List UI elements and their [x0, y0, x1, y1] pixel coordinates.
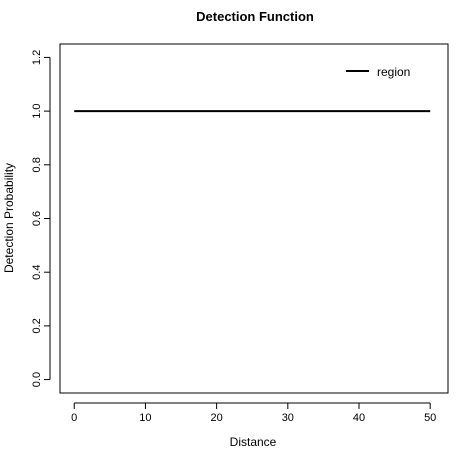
y-tick-label: 0.4	[31, 265, 43, 280]
x-tick-label: 10	[139, 412, 151, 424]
y-tick-label: 1.0	[31, 103, 43, 118]
plot-frame	[59, 43, 449, 394]
y-axis: 0.0 0.2 0.4 0.6 0.8 1.0 1.2	[31, 50, 51, 387]
x-tick-label: 30	[282, 412, 294, 424]
x-tick-label: 0	[71, 412, 77, 424]
x-axis-label: Distance	[230, 435, 277, 449]
x-axis: 0 10 20 30 40 50	[71, 402, 436, 424]
x-tick-label: 40	[353, 412, 365, 424]
y-tick-label: 0.8	[31, 157, 43, 172]
legend-label-region: region	[377, 65, 410, 79]
y-tick-label: 0.6	[31, 211, 43, 226]
x-tick-label: 50	[424, 412, 436, 424]
x-tick-label: 20	[210, 412, 222, 424]
legend: region	[346, 65, 410, 79]
y-tick-label: 0.2	[31, 318, 43, 333]
y-axis-label: Detection Probability	[2, 163, 16, 273]
y-tick-label: 0.0	[31, 372, 43, 387]
y-tick-label: 1.2	[31, 50, 43, 65]
chart-title: Detection Function	[196, 9, 314, 24]
